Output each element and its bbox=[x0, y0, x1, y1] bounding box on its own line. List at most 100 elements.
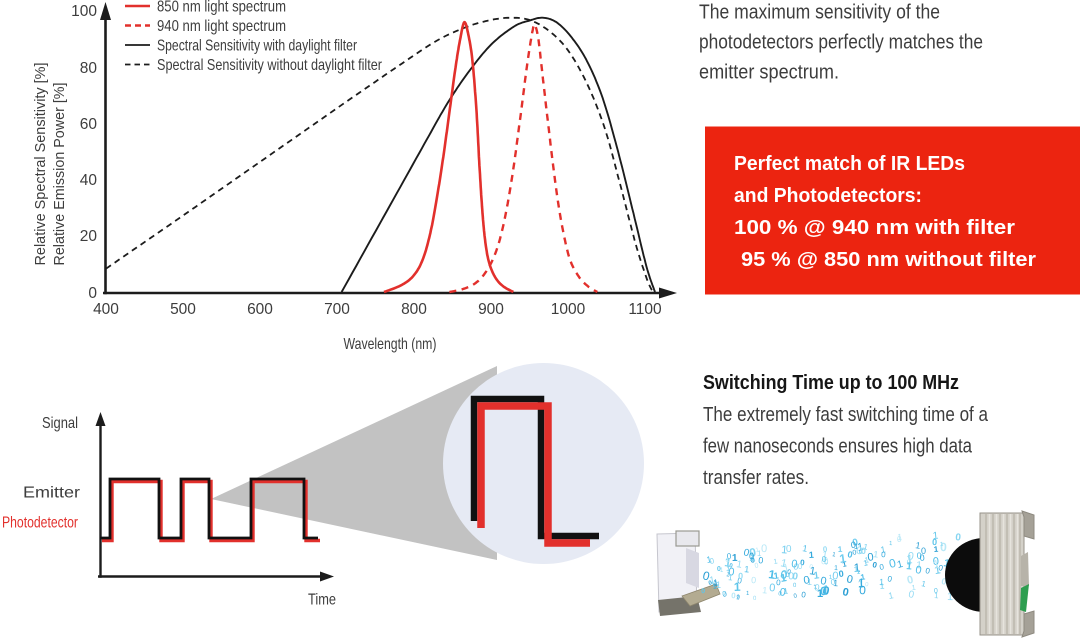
svg-text:0: 0 bbox=[832, 570, 839, 582]
svg-text:500: 500 bbox=[170, 301, 196, 318]
svg-text:0: 0 bbox=[738, 571, 743, 581]
svg-text:0: 0 bbox=[907, 589, 915, 601]
svg-text:Signal: Signal bbox=[42, 415, 78, 432]
svg-text:0: 0 bbox=[709, 556, 715, 566]
svg-text:0: 0 bbox=[932, 537, 937, 547]
svg-text:0: 0 bbox=[881, 550, 887, 559]
svg-text:1: 1 bbox=[813, 570, 820, 582]
svg-text:0: 0 bbox=[933, 556, 940, 568]
svg-text:1: 1 bbox=[853, 561, 861, 575]
svg-text:1: 1 bbox=[817, 588, 823, 600]
svg-text:1: 1 bbox=[897, 532, 902, 542]
svg-text:1: 1 bbox=[744, 564, 750, 574]
svg-text:1: 1 bbox=[833, 578, 839, 588]
svg-text:1100: 1100 bbox=[628, 301, 662, 318]
svg-text:800: 800 bbox=[401, 301, 427, 318]
svg-text:1: 1 bbox=[782, 562, 791, 575]
svg-text:Perfect match of IR LEDs: Perfect match of IR LEDs bbox=[734, 153, 965, 175]
svg-text:0: 0 bbox=[786, 544, 792, 555]
svg-text:1: 1 bbox=[856, 541, 864, 554]
svg-text:1: 1 bbox=[736, 559, 744, 571]
svg-text:0: 0 bbox=[841, 586, 849, 599]
svg-text:20: 20 bbox=[80, 228, 98, 245]
svg-text:The extremely fast switching t: The extremely fast switching time of a bbox=[703, 404, 989, 426]
svg-text:0: 0 bbox=[731, 591, 737, 600]
svg-text:0: 0 bbox=[820, 575, 828, 588]
svg-text:0: 0 bbox=[934, 588, 938, 595]
svg-text:1: 1 bbox=[822, 582, 830, 597]
svg-text:The maximum sensitivity of the: The maximum sensitivity of the bbox=[699, 2, 940, 24]
svg-text:1: 1 bbox=[832, 552, 837, 559]
svg-text:Relative Spectral Sensitivity: Relative Spectral Sensitivity [%] bbox=[32, 63, 49, 266]
svg-text:1: 1 bbox=[726, 566, 731, 573]
svg-text:0: 0 bbox=[941, 576, 948, 587]
svg-text:0: 0 bbox=[852, 537, 860, 549]
svg-text:1: 1 bbox=[716, 580, 721, 590]
svg-text:1: 1 bbox=[896, 559, 904, 571]
svg-text:1: 1 bbox=[854, 565, 859, 574]
svg-text:0: 0 bbox=[872, 560, 879, 570]
svg-text:1: 1 bbox=[755, 547, 760, 554]
svg-text:0: 0 bbox=[940, 540, 947, 554]
svg-text:1: 1 bbox=[713, 577, 720, 588]
svg-text:0: 0 bbox=[776, 578, 782, 587]
svg-text:1: 1 bbox=[934, 591, 940, 600]
svg-text:0: 0 bbox=[859, 550, 863, 556]
svg-text:0: 0 bbox=[822, 555, 828, 564]
svg-text:1: 1 bbox=[932, 557, 942, 572]
svg-text:0: 0 bbox=[938, 563, 945, 573]
svg-text:0: 0 bbox=[750, 555, 757, 565]
svg-text:0: 0 bbox=[845, 573, 854, 586]
svg-text:emitter spectrum.: emitter spectrum. bbox=[699, 62, 839, 84]
svg-text:0: 0 bbox=[916, 551, 922, 561]
svg-text:1: 1 bbox=[813, 584, 818, 591]
svg-text:1: 1 bbox=[726, 558, 731, 564]
svg-text:transfer rates.: transfer rates. bbox=[703, 467, 809, 489]
svg-text:0: 0 bbox=[88, 285, 97, 302]
svg-text:0: 0 bbox=[906, 550, 914, 563]
svg-text:Relative Emission Power [%]: Relative Emission Power [%] bbox=[51, 83, 68, 266]
svg-text:1: 1 bbox=[724, 555, 733, 570]
svg-text:0: 0 bbox=[847, 549, 854, 560]
svg-text:0: 0 bbox=[809, 564, 814, 571]
svg-text:0: 0 bbox=[753, 596, 757, 602]
svg-text:1: 1 bbox=[860, 572, 866, 582]
svg-text:940 nm light spectrum: 940 nm light spectrum bbox=[157, 18, 286, 35]
svg-text:and Photodetectors:: and Photodetectors: bbox=[734, 185, 922, 207]
svg-text:100: 100 bbox=[71, 3, 97, 20]
svg-text:Spectral Sensitivity with dayl: Spectral Sensitivity with daylight filte… bbox=[157, 38, 358, 55]
svg-text:1: 1 bbox=[873, 549, 879, 560]
svg-text:0: 0 bbox=[803, 574, 811, 587]
svg-text:0: 0 bbox=[915, 564, 923, 577]
svg-text:0: 0 bbox=[859, 583, 867, 597]
svg-text:1: 1 bbox=[713, 581, 718, 588]
svg-text:0: 0 bbox=[728, 566, 735, 579]
svg-text:0: 0 bbox=[769, 582, 776, 594]
svg-text:0: 0 bbox=[861, 546, 866, 556]
svg-text:0: 0 bbox=[788, 571, 795, 583]
svg-text:1: 1 bbox=[858, 576, 865, 590]
svg-text:1: 1 bbox=[720, 568, 724, 574]
svg-text:1: 1 bbox=[942, 557, 951, 570]
svg-text:1: 1 bbox=[783, 586, 789, 596]
svg-text:1: 1 bbox=[864, 555, 870, 565]
svg-text:1: 1 bbox=[779, 557, 788, 570]
svg-text:0: 0 bbox=[778, 591, 783, 598]
svg-text:0: 0 bbox=[749, 551, 754, 561]
svg-text:0: 0 bbox=[780, 570, 787, 582]
svg-text:Photodetector: Photodetector bbox=[2, 515, 79, 532]
svg-text:0: 0 bbox=[742, 547, 750, 559]
svg-text:1: 1 bbox=[734, 580, 741, 594]
svg-text:0: 0 bbox=[887, 574, 894, 584]
svg-text:0: 0 bbox=[736, 594, 741, 601]
svg-text:0: 0 bbox=[793, 593, 798, 600]
svg-text:0: 0 bbox=[780, 567, 789, 582]
svg-text:1: 1 bbox=[940, 542, 944, 548]
svg-text:1: 1 bbox=[933, 545, 939, 554]
svg-text:0: 0 bbox=[761, 543, 767, 555]
svg-text:1: 1 bbox=[768, 567, 777, 582]
svg-text:1: 1 bbox=[773, 558, 778, 566]
svg-text:Time: Time bbox=[308, 592, 336, 609]
svg-text:60: 60 bbox=[80, 116, 98, 133]
svg-text:1: 1 bbox=[838, 545, 844, 554]
